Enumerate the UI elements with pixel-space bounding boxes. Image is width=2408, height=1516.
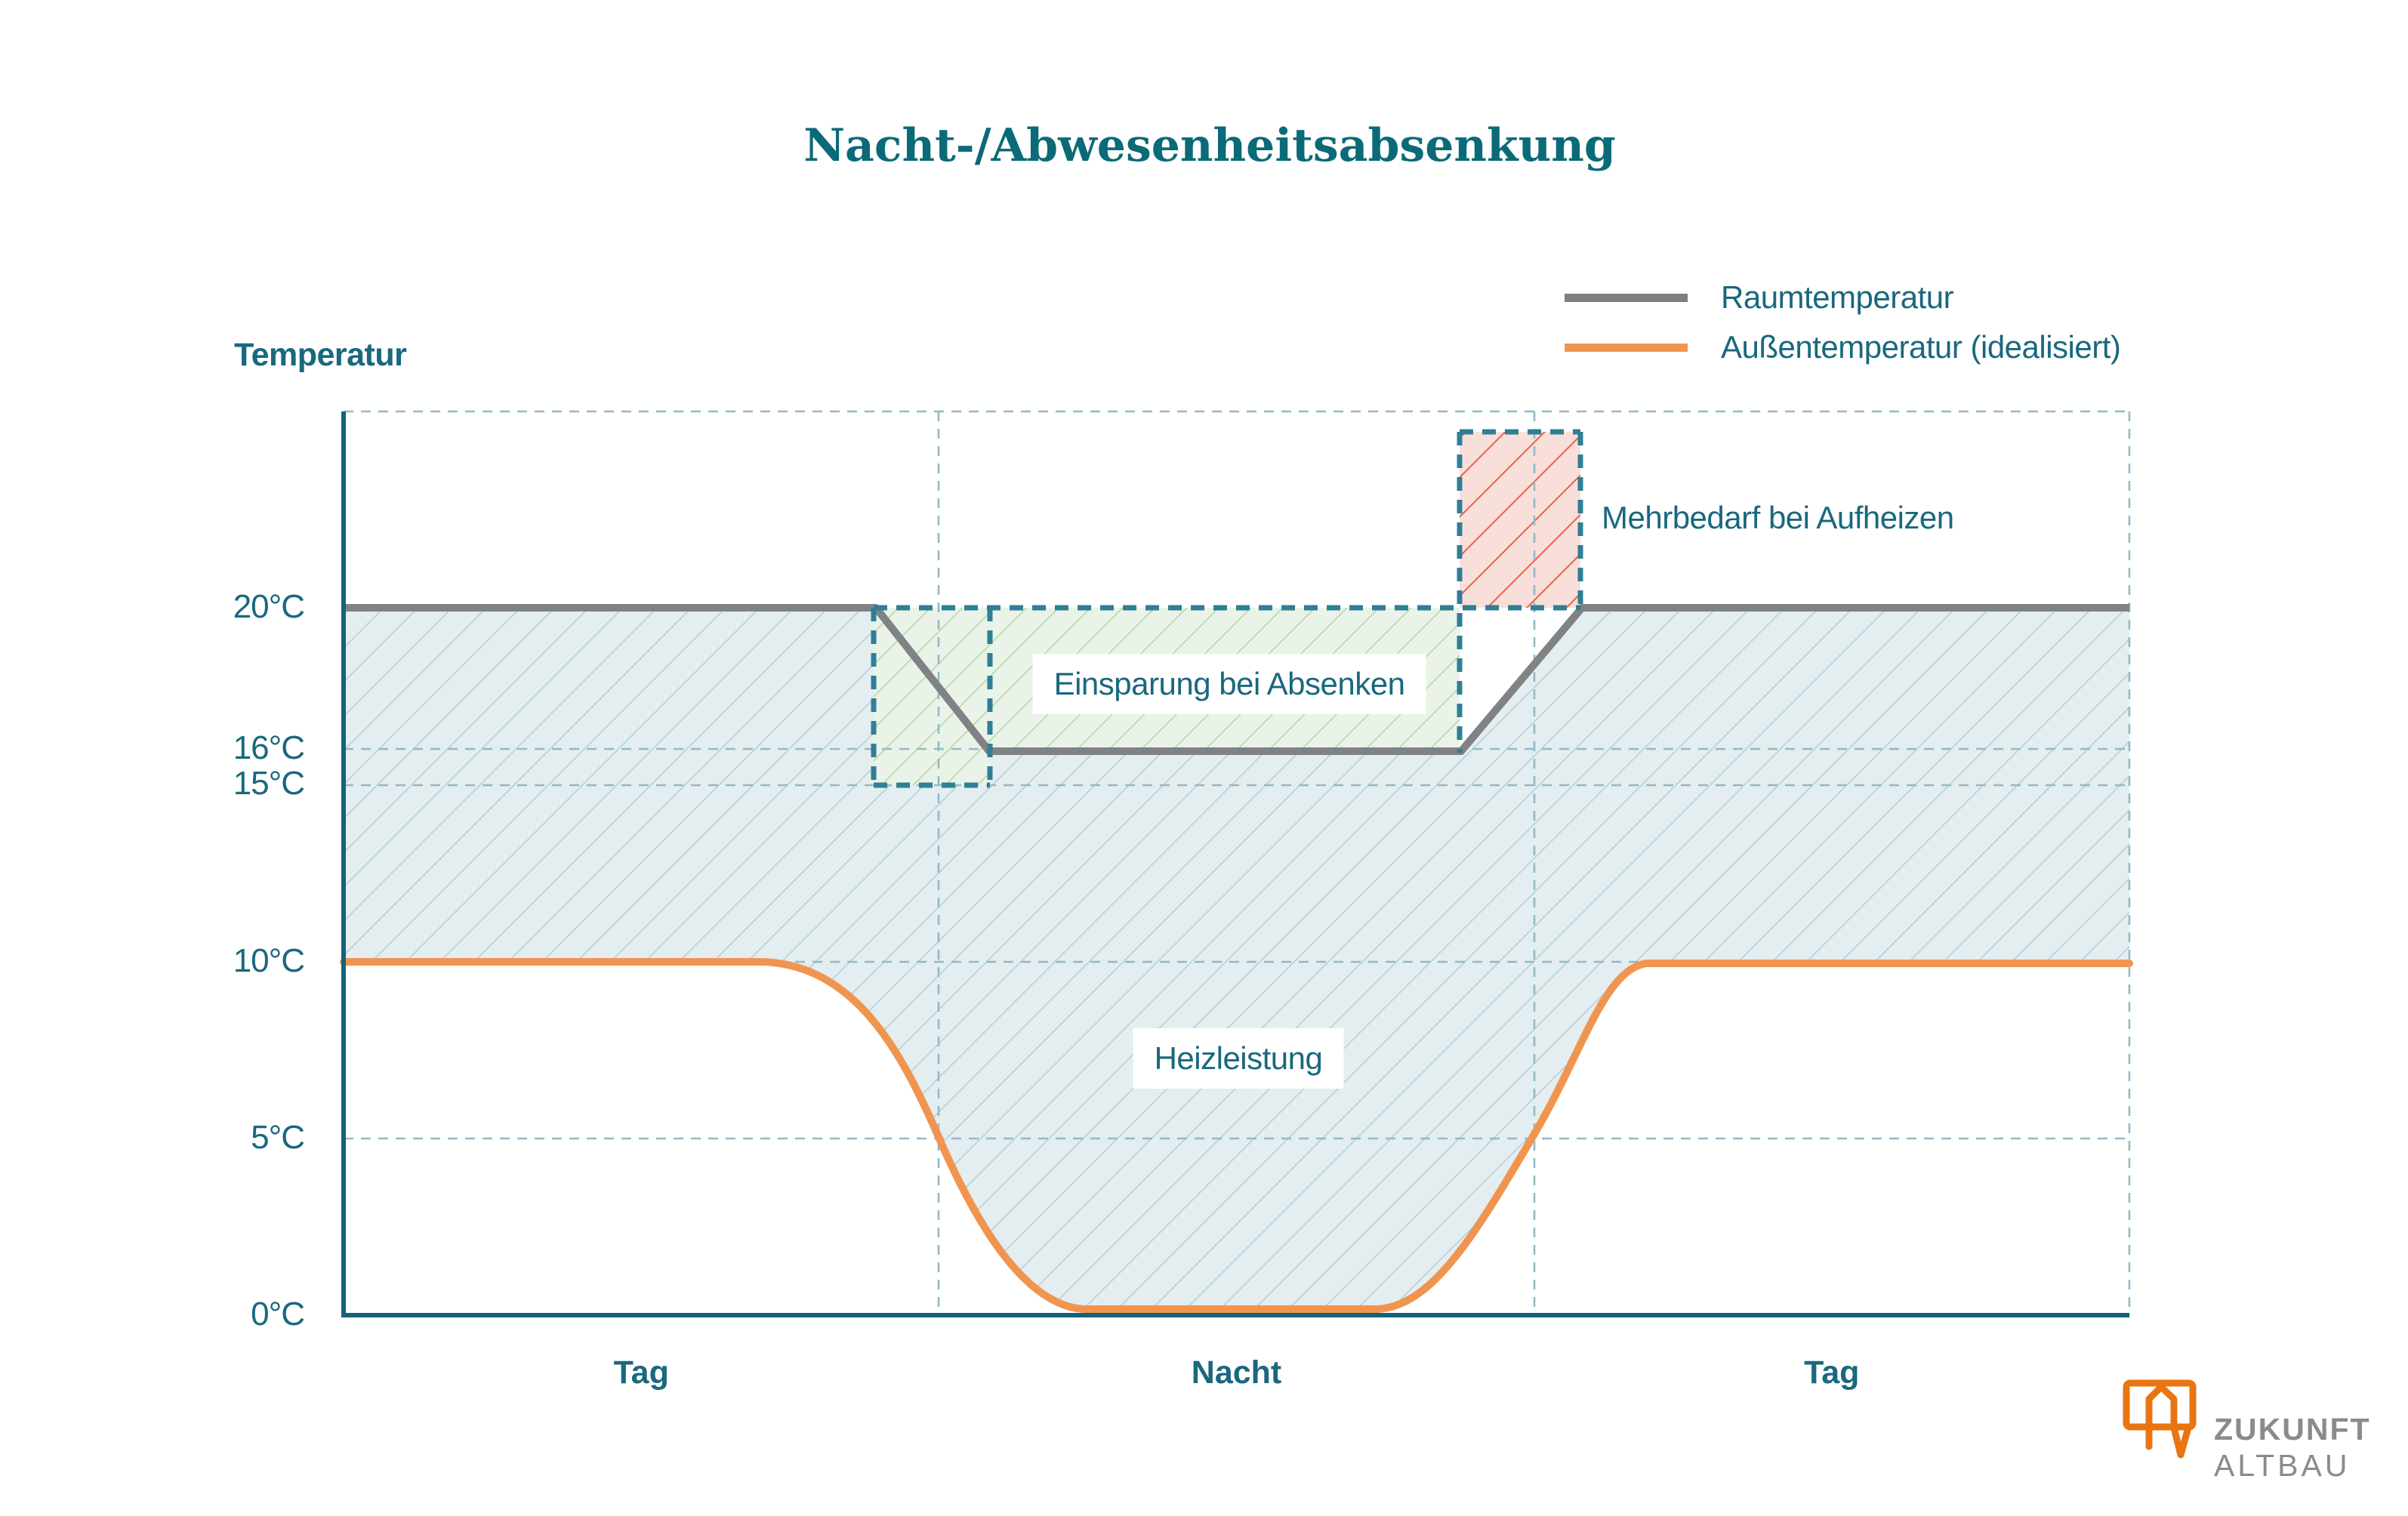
zukunft-altbau-logo-icon [2123, 1379, 2197, 1459]
y-axis-title: Temperatur [234, 337, 407, 373]
axes [341, 411, 2129, 1317]
y-tick-16: 16°C [233, 729, 305, 767]
legend-swatch-1 [1565, 343, 1688, 352]
legend-item-1: Außentemperatur (idealisiert) [1565, 329, 2121, 365]
heating-power-annotation: Heizleistung [1133, 1028, 1344, 1089]
legend-swatch-0 [1565, 293, 1688, 302]
legend-label-0: Raumtemperatur [1721, 279, 1954, 315]
outside-temperature-line [340, 958, 2133, 1313]
savings-annotation: Einsparung bei Absenken [1032, 654, 1426, 714]
y-tick-15: 15°C [233, 765, 305, 803]
legend: Raumtemperatur Außentemperatur (idealisie… [1565, 279, 2121, 381]
extra-demand-area [1460, 432, 1580, 608]
logo-text-line2: ALTBAU [2214, 1448, 2351, 1483]
y-tick-20: 20°C [233, 588, 305, 625]
room-temperature-line [344, 604, 2129, 755]
x-label-2: Tag [1804, 1354, 1860, 1391]
y-tick-10: 10°C [233, 941, 305, 979]
page-title: Nacht-/Abwesenheitsabsenkung [803, 119, 1616, 172]
logo-text-line1: ZUKUNFT [2214, 1412, 2371, 1447]
highlight-dashed-border [871, 429, 1583, 788]
y-tick-0: 0°C [251, 1296, 305, 1333]
extra-demand-annotation: Mehrbedarf bei Aufheizen [1602, 500, 1954, 535]
x-label-0: Tag [613, 1354, 669, 1391]
legend-item-0: Raumtemperatur [1565, 279, 2120, 315]
legend-label-1: Außentemperatur (idealisiert) [1721, 329, 2121, 365]
y-tick-5: 5°C [251, 1118, 305, 1156]
heating-power-area [344, 608, 2129, 1309]
x-label-1: Nacht [1191, 1354, 1282, 1391]
